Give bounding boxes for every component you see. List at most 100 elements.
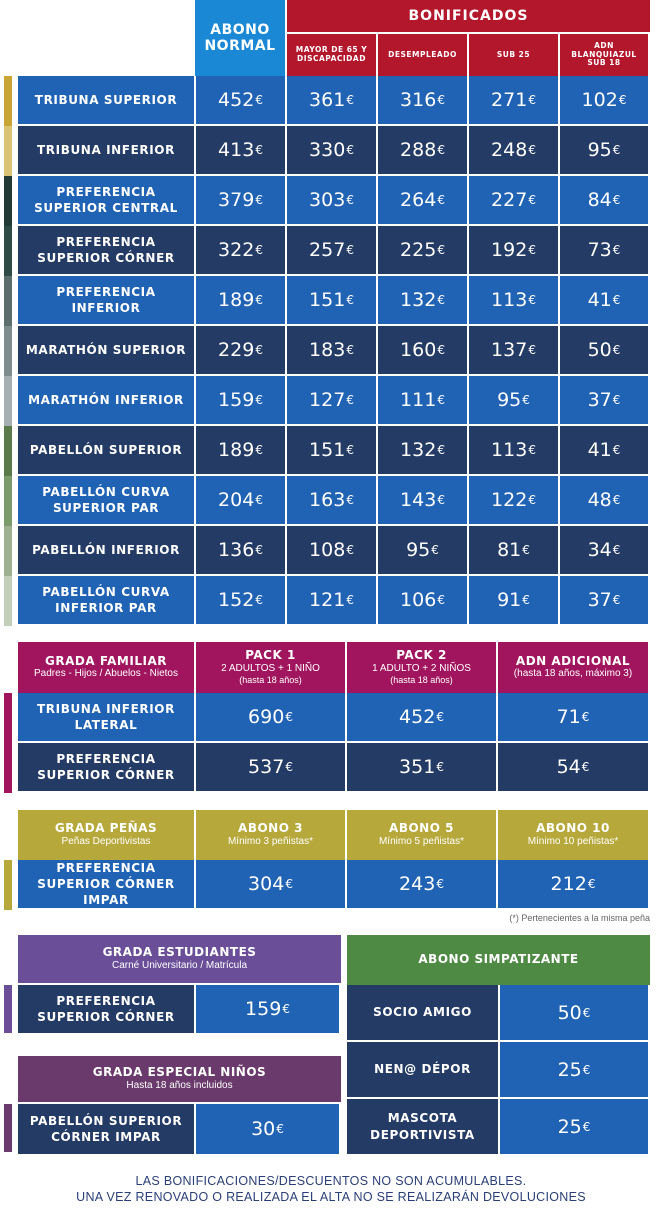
- currency-symbol: €: [346, 493, 354, 507]
- price-cell: 34 €: [560, 526, 650, 576]
- currency-symbol: €: [255, 493, 263, 507]
- penas-col-line1: Mínimo 10 peñistas*: [527, 835, 619, 847]
- estudiantes-marker: [4, 985, 12, 1033]
- currency-symbol: €: [436, 710, 444, 724]
- price-cell: 137 €: [469, 326, 560, 376]
- price-cell-value: 183: [309, 339, 346, 361]
- penas-price-cell-value: 304: [248, 873, 285, 895]
- currency-symbol: €: [285, 877, 293, 891]
- simpatizante-row-label: NEN@ DÉPOR: [347, 1042, 500, 1099]
- zone-label: PABELLÓN INFERIOR: [18, 526, 196, 576]
- currency-symbol: €: [528, 343, 536, 357]
- zone-color-marker: [4, 476, 12, 526]
- zone-label: PREFERENCIA SUPERIOR CENTRAL: [18, 176, 196, 226]
- price-cell-value: 95: [406, 539, 431, 561]
- penas-col-header: ABONO 5 Mínimo 5 peñistas*: [347, 810, 496, 860]
- currency-symbol: €: [431, 543, 439, 557]
- currency-symbol: €: [346, 443, 354, 457]
- abono-normal-header: ABONO NORMAL: [195, 0, 285, 76]
- price-cell: 84 €: [560, 176, 650, 226]
- estudiantes-price: 159 €: [196, 985, 341, 1035]
- familiar-col-title: PACK 2: [396, 648, 447, 663]
- simpatizante-price-cell: 50 €: [500, 985, 650, 1042]
- currency-symbol: €: [346, 543, 354, 557]
- penas-row-label: PREFERENCIA SUPERIOR CÓRNER IMPAR: [18, 860, 196, 910]
- price-cell: 127 €: [287, 376, 378, 426]
- familiar-price-cell: 71 €: [498, 693, 650, 743]
- price-cell: 113 €: [469, 426, 560, 476]
- currency-symbol: €: [587, 877, 596, 891]
- price-cell-value: 192: [491, 239, 528, 261]
- price-cell: 106 €: [378, 576, 469, 626]
- penas-col-title: ABONO 10: [536, 821, 610, 836]
- zone-label: TRIBUNA INFERIOR: [18, 126, 196, 176]
- price-cell-value: 143: [400, 489, 437, 511]
- zone-color-marker: [4, 226, 12, 276]
- price-cell: 48 €: [560, 476, 650, 526]
- familiar-price-cell-value: 351: [399, 756, 436, 778]
- price-cell: 361 €: [287, 76, 378, 126]
- price-cell-value: 271: [491, 89, 528, 111]
- currency-symbol: €: [346, 293, 354, 307]
- currency-symbol: €: [346, 93, 354, 107]
- price-cell-value: 151: [309, 439, 346, 461]
- currency-symbol: €: [581, 710, 590, 724]
- familiar-price-cell: 452 €: [347, 693, 498, 743]
- currency-symbol: €: [528, 293, 536, 307]
- currency-symbol: €: [528, 443, 536, 457]
- ninos-price: 30 €: [196, 1104, 341, 1156]
- zone-color-marker: [4, 276, 12, 326]
- zone-label: MARATHÓN SUPERIOR: [18, 326, 196, 376]
- simpatizante-row-label: SOCIO AMIGO: [347, 985, 500, 1042]
- simpatizante-price-cell: 25 €: [500, 1099, 650, 1156]
- price-cell-value: 50: [587, 339, 612, 361]
- simpatizante-price-cell-value: 25: [557, 1115, 582, 1138]
- penas-price-cell: 243 €: [347, 860, 498, 910]
- penas-col-title: ABONO 3: [238, 821, 303, 836]
- currency-symbol: €: [255, 143, 263, 157]
- penas-title: GRADA PEÑAS: [54, 821, 158, 836]
- familiar-col-line1: 2 ADULTOS + 1 NIÑO: [221, 663, 320, 674]
- currency-symbol: €: [528, 93, 536, 107]
- price-cell-value: 95: [587, 139, 612, 161]
- currency-symbol: €: [522, 393, 530, 407]
- currency-symbol: €: [528, 243, 536, 257]
- currency-symbol: €: [255, 193, 263, 207]
- price-cell: 452 €: [196, 76, 287, 126]
- penas-price-cell: 212 €: [498, 860, 650, 910]
- price-cell: 303 €: [287, 176, 378, 226]
- currency-symbol: €: [612, 593, 621, 607]
- price-cell-value: 361: [309, 89, 346, 111]
- price-cell: 143 €: [378, 476, 469, 526]
- price-cell-value: 37: [587, 389, 612, 411]
- price-cell-value: 151: [309, 289, 346, 311]
- price-cell-value: 189: [218, 439, 255, 461]
- penas-price-cell: 304 €: [196, 860, 347, 910]
- price-cell: 322 €: [196, 226, 287, 276]
- zone-color-marker: [4, 176, 12, 226]
- familiar-col-title: PACK 1: [245, 648, 296, 663]
- price-cell: 95 €: [378, 526, 469, 576]
- currency-symbol: €: [612, 543, 621, 557]
- bonificados-subheader-4: ADN BLANQUIAZUL SUB 18: [560, 32, 648, 76]
- currency-symbol: €: [582, 1119, 591, 1134]
- familiar-price-cell-value: 71: [556, 706, 581, 728]
- currency-symbol: €: [528, 143, 536, 157]
- price-cell: 108 €: [287, 526, 378, 576]
- price-cell: 204 €: [196, 476, 287, 526]
- price-cell-value: 257: [309, 239, 346, 261]
- price-cell-value: 106: [400, 589, 437, 611]
- price-cell-value: 225: [400, 239, 437, 261]
- price-cell: 37 €: [560, 376, 650, 426]
- currency-symbol: €: [612, 193, 621, 207]
- currency-symbol: €: [437, 493, 445, 507]
- currency-symbol: €: [255, 243, 263, 257]
- price-cell: 330 €: [287, 126, 378, 176]
- zone-label: TRIBUNA SUPERIOR: [18, 76, 196, 126]
- currency-symbol: €: [255, 593, 263, 607]
- currency-symbol: €: [528, 493, 536, 507]
- currency-symbol: €: [436, 760, 444, 774]
- estudiantes-header: GRADA ESTUDIANTES Carné Universitario / …: [18, 935, 341, 983]
- price-cell-value: 137: [491, 339, 528, 361]
- currency-symbol: €: [437, 193, 445, 207]
